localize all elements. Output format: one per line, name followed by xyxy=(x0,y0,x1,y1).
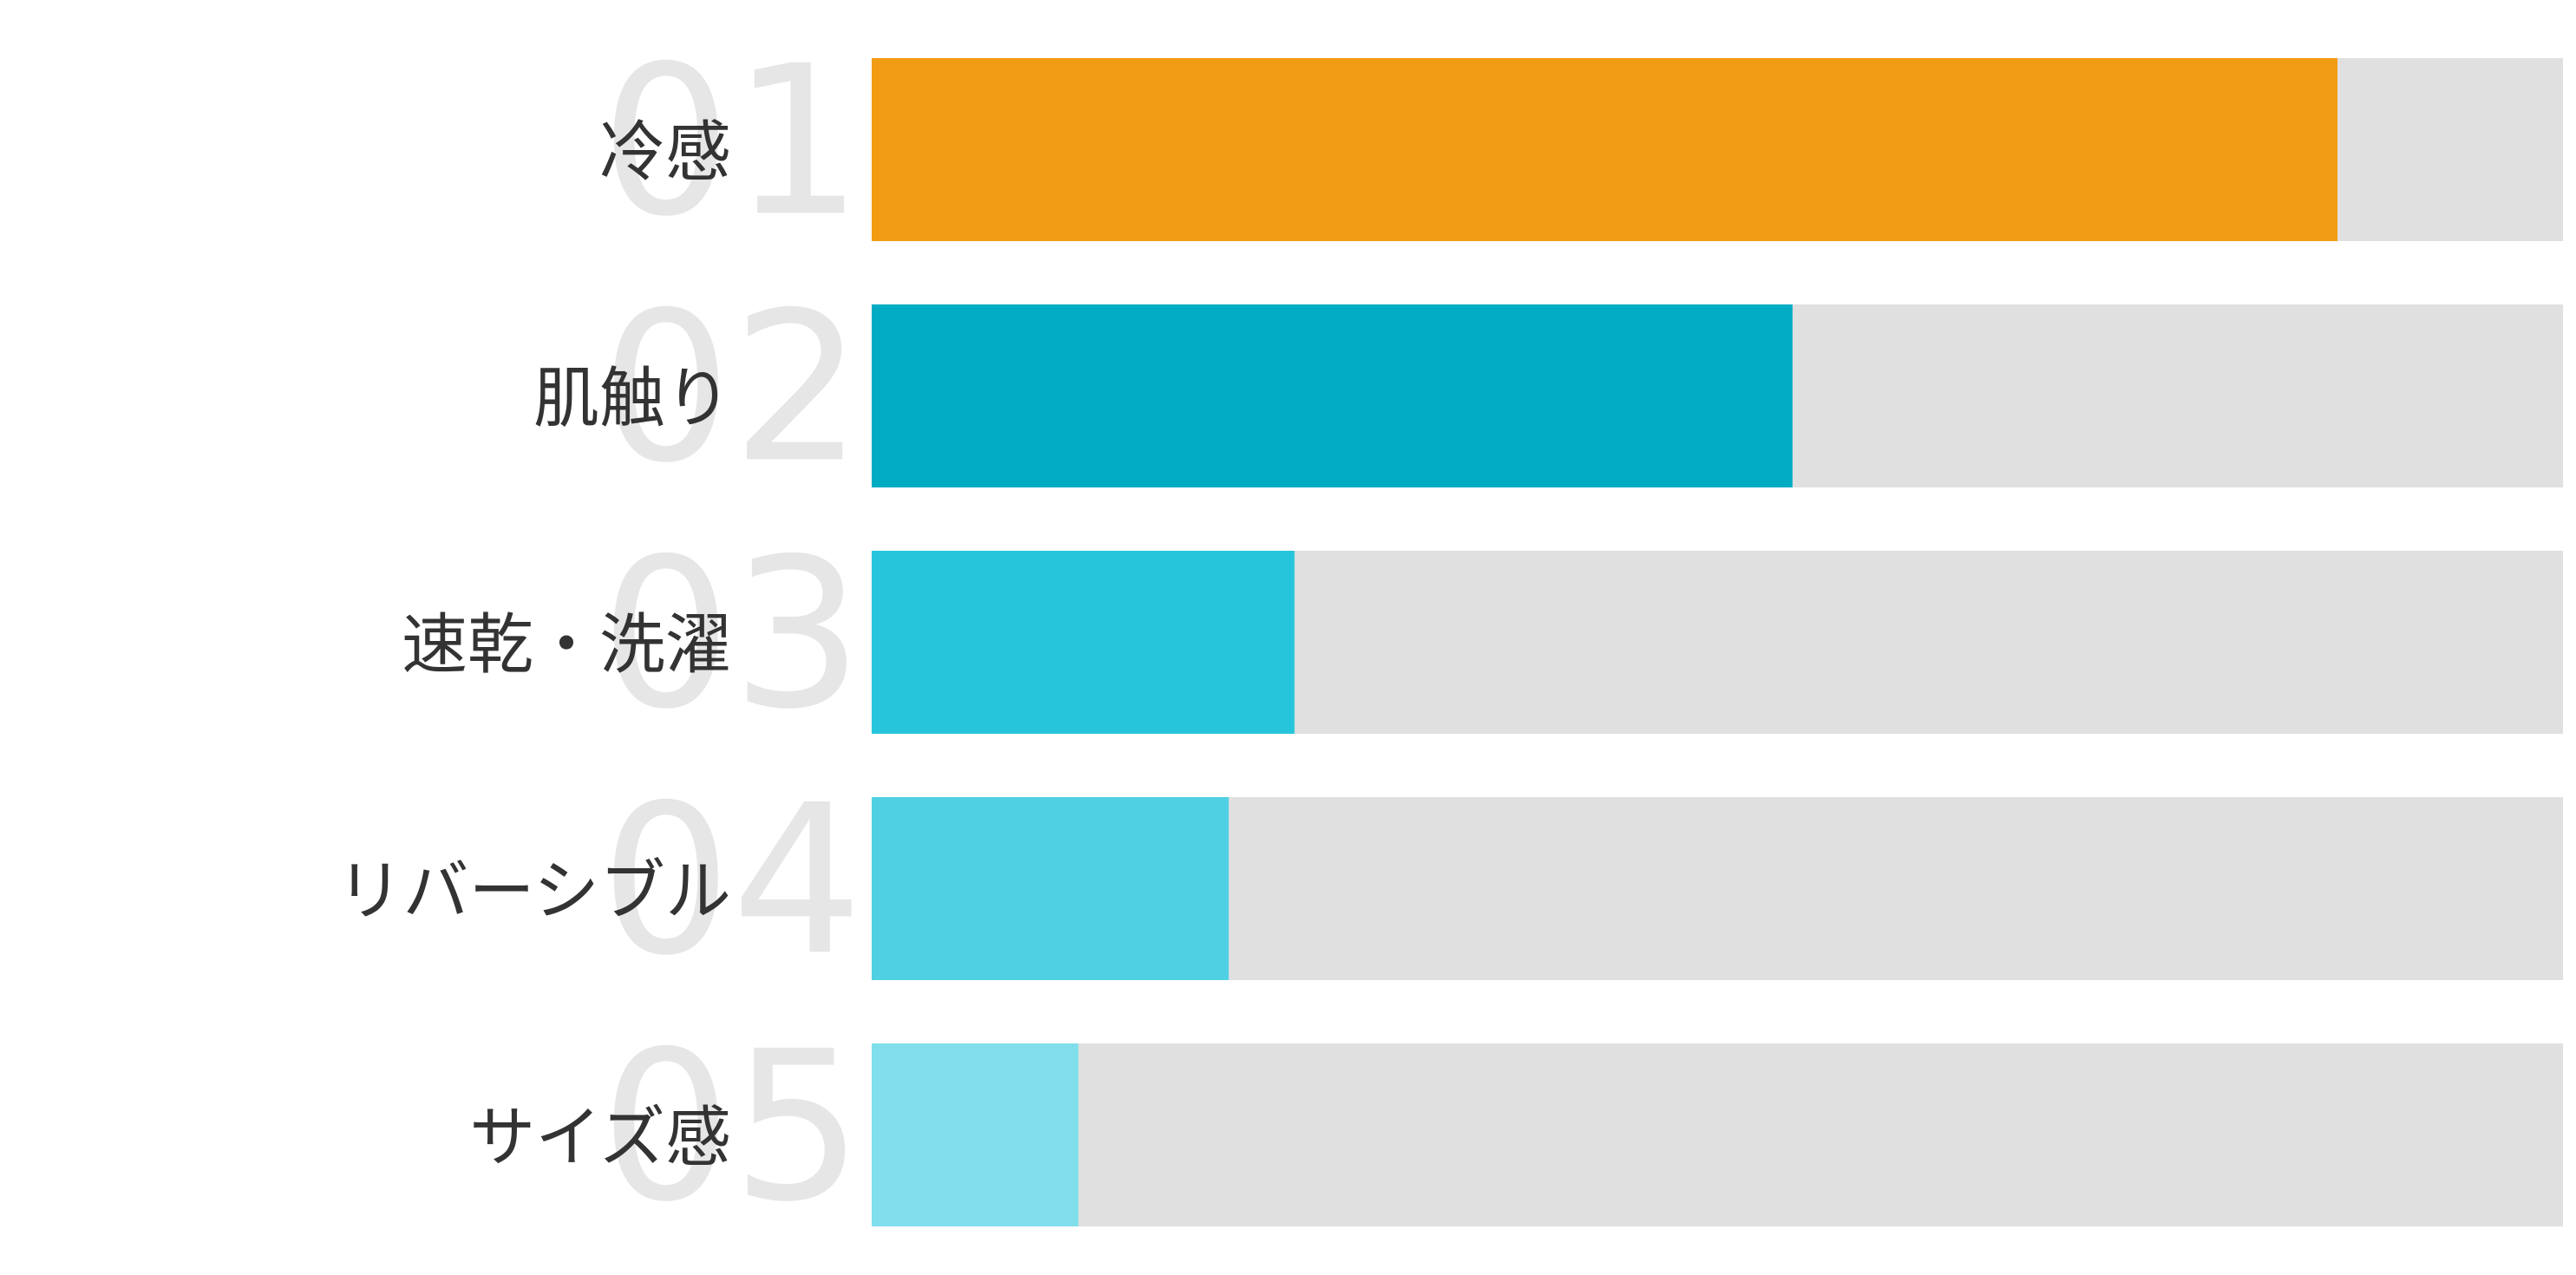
rank-number: 04 xyxy=(600,761,863,1001)
rank-number: 05 xyxy=(600,1007,863,1247)
rank-number: 02 xyxy=(600,268,863,508)
category-label: 冷感 xyxy=(599,113,731,190)
category-label: 肌触り xyxy=(533,359,731,436)
category-label: リバーシブル xyxy=(337,852,731,929)
bar xyxy=(872,797,1229,980)
bar xyxy=(872,58,2337,241)
bar-track xyxy=(872,1043,2563,1226)
rank-number: 03 xyxy=(600,514,863,755)
bar xyxy=(872,1043,1079,1226)
category-label: 速乾・洗濯 xyxy=(402,605,731,683)
category-label: サイズ感 xyxy=(469,1098,731,1175)
bar xyxy=(872,304,1793,487)
bar xyxy=(872,551,1295,734)
rank-number: 01 xyxy=(600,22,863,262)
